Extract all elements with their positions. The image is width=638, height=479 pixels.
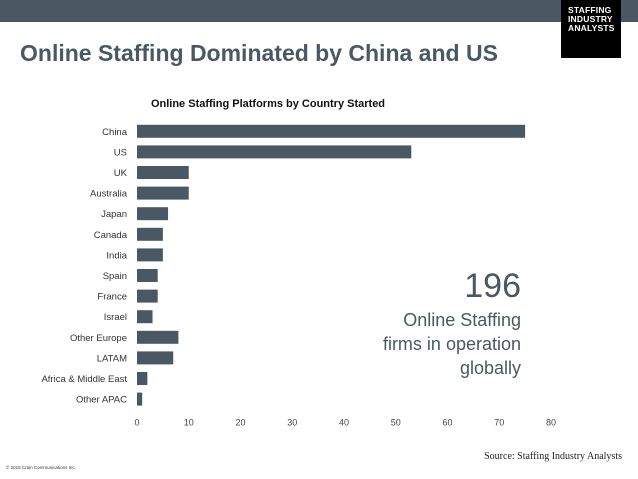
bar (137, 289, 158, 303)
x-tick-label: 50 (391, 417, 401, 427)
source-note: Source: Staffing Industry Analysts (484, 451, 622, 462)
category-label: Spain (103, 271, 127, 282)
bar (137, 330, 179, 344)
category-label: UK (114, 168, 128, 179)
bar (137, 124, 526, 138)
bar (137, 248, 163, 262)
x-tick-label: 30 (287, 417, 297, 427)
logo-line: STAFFING (568, 5, 612, 15)
category-label: Japan (101, 209, 127, 220)
category-label: Israel (104, 312, 127, 323)
category-label: Canada (94, 230, 128, 241)
x-tick-label: 0 (134, 417, 139, 427)
category-label: Australia (90, 189, 128, 200)
stat-number: 196 (464, 267, 521, 305)
logo-line: ANALYSTS (568, 23, 615, 33)
bar (137, 392, 143, 406)
slide-title: Online Staffing Dominated by China and U… (20, 40, 498, 66)
copyright-note: © 2015 Crain Communications Inc. (6, 465, 76, 470)
category-label: LATAM (97, 353, 127, 364)
category-label: France (97, 292, 127, 303)
bar (137, 269, 158, 282)
x-tick-label: 70 (494, 417, 504, 427)
top-bar (0, 0, 638, 22)
category-label: China (102, 127, 128, 138)
bar (137, 166, 189, 179)
category-label: Other Europe (70, 333, 127, 344)
x-tick-label: 40 (339, 417, 349, 427)
bar (137, 145, 412, 159)
category-label: Other APAC (76, 395, 127, 406)
bar (137, 351, 174, 365)
x-tick-label: 20 (235, 417, 245, 427)
stat-line-3: globally (459, 358, 521, 378)
staffing-industry-analysts-logo: STAFFING INDUSTRY ANALYSTS (561, 0, 621, 58)
bar (137, 372, 148, 385)
category-label: India (106, 250, 127, 261)
x-tick-label: 10 (184, 417, 194, 427)
category-label: Africa & Middle East (41, 374, 127, 385)
bar (137, 227, 163, 241)
category-label: US (114, 147, 127, 158)
bar (137, 186, 189, 200)
x-tick-label: 80 (546, 417, 556, 427)
stat-line-1: Online Staffing (403, 310, 521, 330)
x-tick-label: 60 (442, 417, 452, 427)
chart-title: Online Staffing Platforms by Country Sta… (151, 98, 385, 110)
stat-line-2: firms in operation (382, 334, 521, 354)
bar (137, 207, 169, 221)
bar (137, 310, 153, 324)
logo-line: INDUSTRY (568, 14, 613, 24)
